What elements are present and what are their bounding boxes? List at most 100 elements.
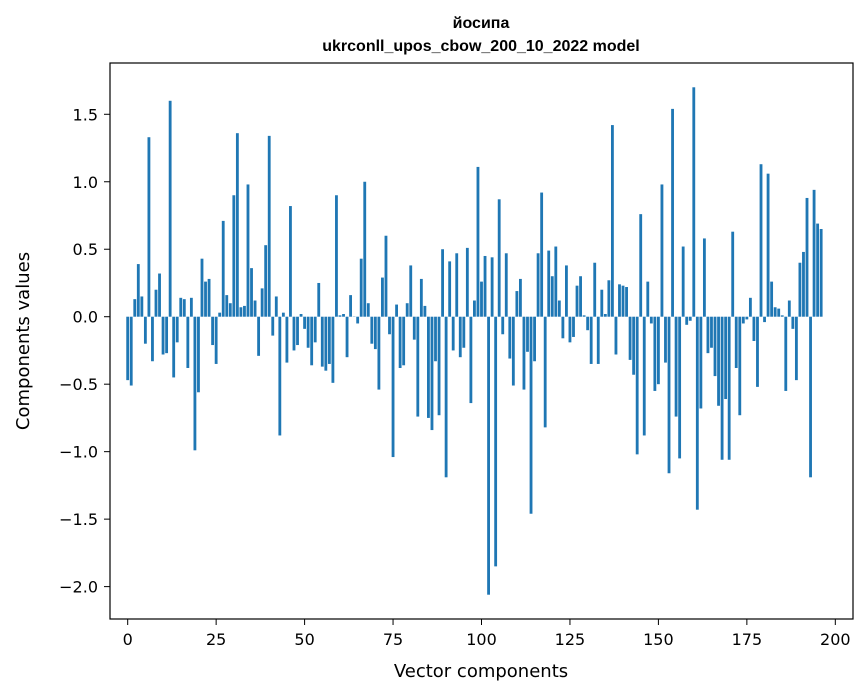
bar-3 xyxy=(136,264,140,317)
bar-63 xyxy=(349,295,353,317)
bar-86 xyxy=(430,316,434,431)
bar-50 xyxy=(303,316,307,329)
bar-56 xyxy=(324,316,328,371)
bar-71 xyxy=(377,316,381,390)
bar-99 xyxy=(476,166,480,317)
bar-0 xyxy=(126,316,130,381)
bar-188 xyxy=(791,316,795,329)
bar-170 xyxy=(727,316,731,460)
bar-116 xyxy=(536,253,540,317)
y-tick-label: −2.0 xyxy=(59,578,98,597)
bar-13 xyxy=(172,316,176,378)
x-tick-label: 0 xyxy=(123,630,133,649)
bar-152 xyxy=(664,316,667,363)
bar-130 xyxy=(586,316,590,331)
bar-196 xyxy=(819,228,823,317)
bar-195 xyxy=(816,223,820,317)
bar-147 xyxy=(646,281,650,317)
bar-12 xyxy=(168,100,172,317)
y-tick-label: −1.5 xyxy=(59,510,98,529)
x-axis-ticks: 0 25 50 75 100 125 150 175 200 xyxy=(123,619,851,649)
bar-29 xyxy=(228,303,232,317)
bar-84 xyxy=(423,305,427,317)
bar-117 xyxy=(540,192,544,317)
bar-18 xyxy=(189,297,193,317)
bar-194 xyxy=(812,189,816,317)
bar-66 xyxy=(359,258,363,317)
bar-148 xyxy=(649,316,653,324)
bar-190 xyxy=(798,262,802,317)
bar-164 xyxy=(706,316,710,354)
bar-129 xyxy=(582,315,586,317)
bar-158 xyxy=(685,316,689,325)
bar-96 xyxy=(465,247,469,317)
bar-176 xyxy=(748,297,752,317)
plot-frame xyxy=(109,62,854,620)
bar-119 xyxy=(547,250,551,317)
bar-60 xyxy=(338,315,342,317)
bar-75 xyxy=(391,316,395,458)
bar-42 xyxy=(274,296,278,317)
chart-title-line-2: ukrconll_upos_cbow_200_10_2022 model xyxy=(322,38,639,55)
bar-138 xyxy=(614,316,618,355)
bar-65 xyxy=(356,316,360,324)
bar-62 xyxy=(345,316,349,358)
bar-187 xyxy=(787,300,791,317)
bar-193 xyxy=(809,316,812,478)
bar-127 xyxy=(575,285,579,317)
bar-128 xyxy=(579,276,582,317)
x-tick-label: 75 xyxy=(383,630,403,649)
bar-5 xyxy=(143,316,147,344)
bar-144 xyxy=(635,316,639,455)
x-tick-label: 175 xyxy=(732,630,763,649)
bar-153 xyxy=(667,316,671,474)
bar-16 xyxy=(182,299,186,317)
bar-81 xyxy=(412,316,416,340)
bar-178 xyxy=(756,316,759,387)
bar-102 xyxy=(487,316,490,595)
bar-74 xyxy=(388,316,391,335)
bar-177 xyxy=(752,316,756,341)
bar-108 xyxy=(508,316,512,359)
bar-192 xyxy=(805,197,809,317)
bar-137 xyxy=(610,125,614,317)
y-tick-label: 0.0 xyxy=(73,308,98,327)
bar-2 xyxy=(133,299,137,317)
bar-181 xyxy=(766,173,770,317)
bar-139 xyxy=(618,284,621,317)
bar-91 xyxy=(448,261,452,317)
y-tick-label: 1.5 xyxy=(73,105,98,124)
bar-121 xyxy=(554,246,558,317)
bar-120 xyxy=(550,276,554,317)
bar-69 xyxy=(370,316,374,344)
bar-31 xyxy=(235,133,239,317)
bar-171 xyxy=(731,231,735,317)
bar-23 xyxy=(207,278,211,317)
bar-87 xyxy=(434,316,437,362)
bar-45 xyxy=(285,316,289,363)
bar-24 xyxy=(211,316,215,346)
bar-43 xyxy=(278,316,282,436)
bar-73 xyxy=(384,235,388,317)
bar-112 xyxy=(522,316,526,390)
bar-48 xyxy=(296,316,299,346)
x-tick-label: 100 xyxy=(466,630,497,649)
bar-44 xyxy=(281,312,285,317)
bar-97 xyxy=(469,316,473,404)
bar-33 xyxy=(243,305,246,317)
bar-123 xyxy=(561,316,565,339)
bar-54 xyxy=(317,282,321,317)
bar-78 xyxy=(402,316,406,366)
bar-76 xyxy=(395,304,399,317)
bar-34 xyxy=(246,184,250,317)
bar-72 xyxy=(381,277,384,317)
bar-113 xyxy=(526,316,529,352)
chart-title-line-1: йосипа xyxy=(453,15,510,32)
bar-9 xyxy=(158,273,161,317)
bar-98 xyxy=(473,300,476,317)
bar-1 xyxy=(129,316,133,386)
bar-47 xyxy=(292,316,296,351)
bar-61 xyxy=(342,314,345,317)
bar-172 xyxy=(734,316,738,368)
